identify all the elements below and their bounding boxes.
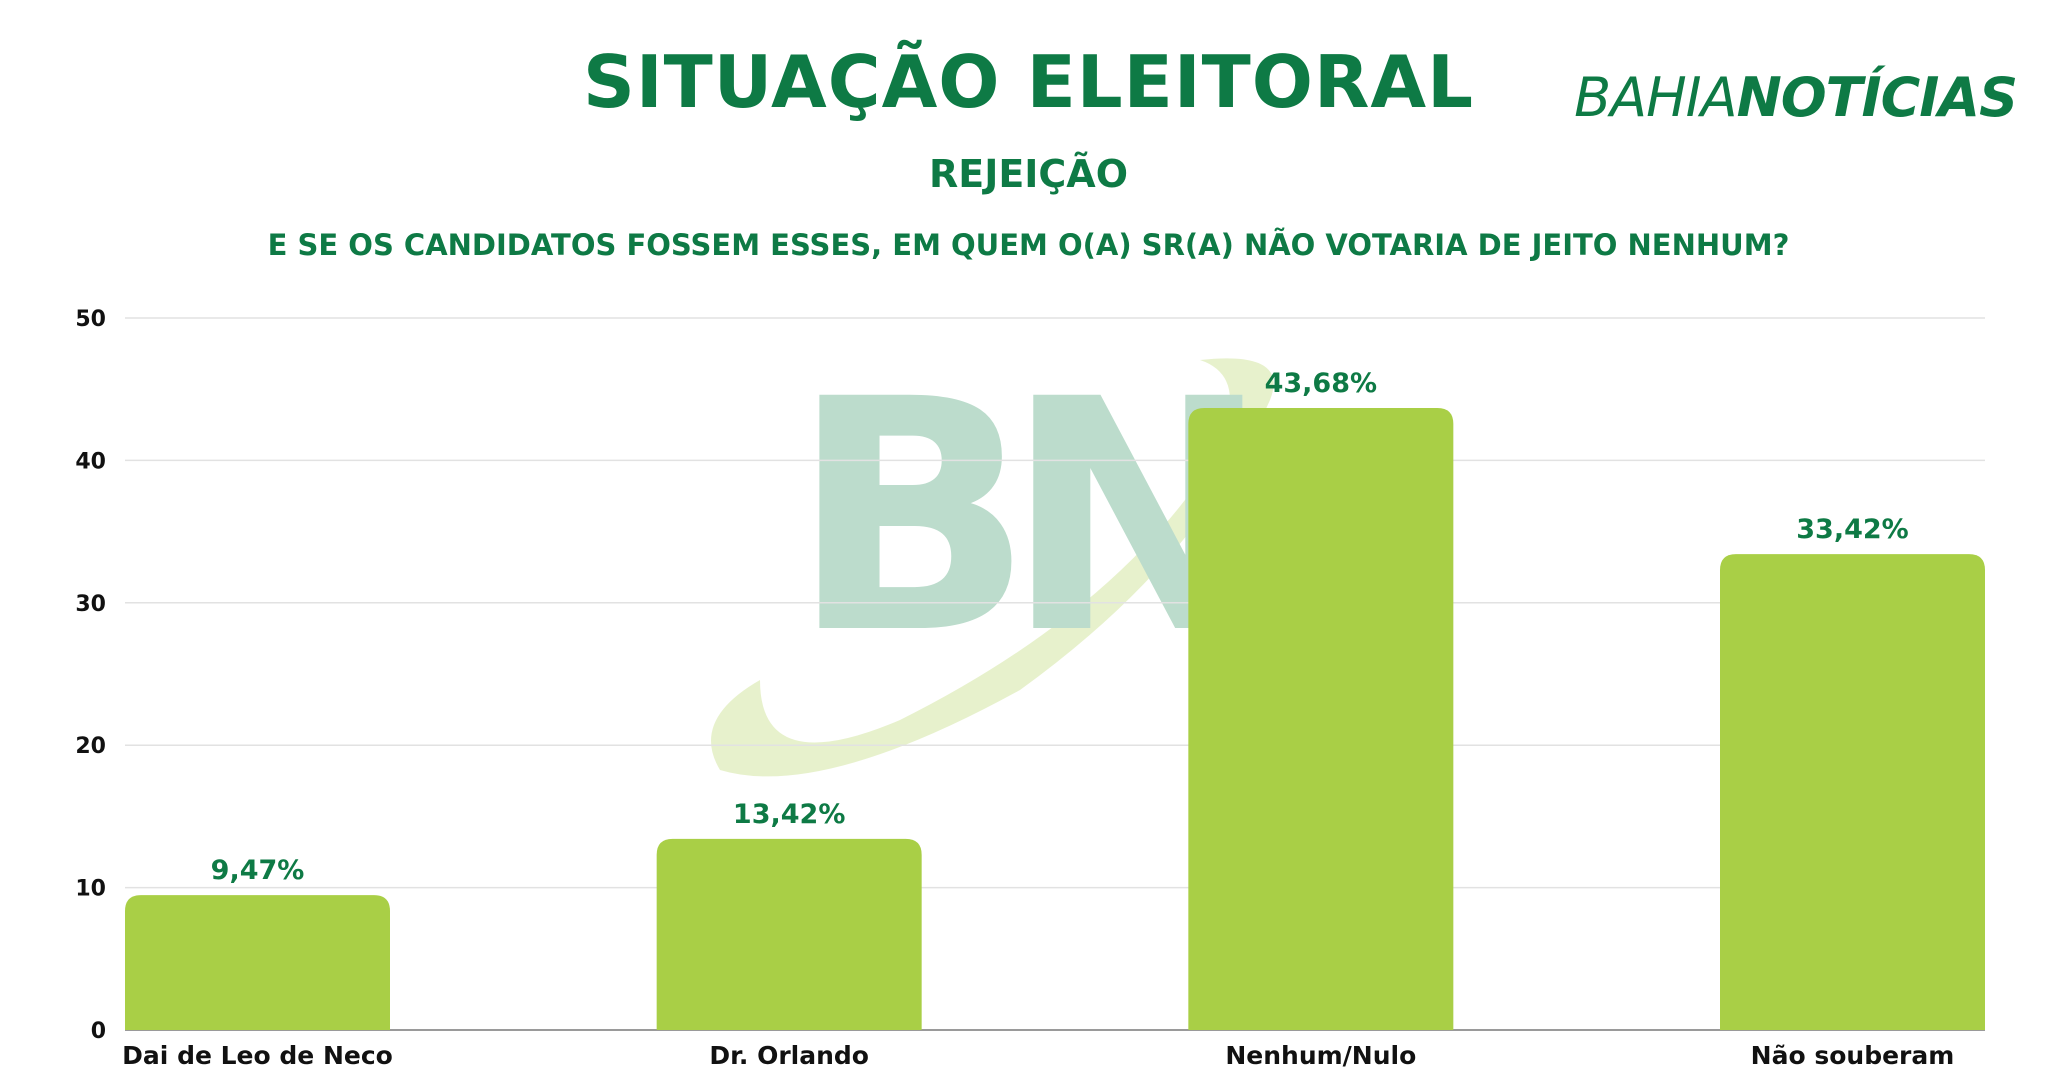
logo-part-bahia: BAHIA bbox=[1574, 66, 1737, 129]
chart-title: SITUAÇÃO ELEITORAL bbox=[583, 40, 1474, 124]
x-tick-label: Nenhum/Nulo bbox=[1225, 1041, 1416, 1070]
data-label: 33,42% bbox=[1796, 514, 1908, 545]
y-tick-label: 40 bbox=[75, 449, 106, 474]
watermark-letters: BN bbox=[790, 332, 1244, 704]
watermark-swoosh bbox=[711, 358, 1274, 777]
logo-part-noticias: NOTÍCIAS bbox=[1736, 66, 2018, 129]
data-label: 43,68% bbox=[1265, 368, 1377, 399]
chart-subtitle: REJEIÇÃO bbox=[928, 152, 1129, 196]
y-tick-label: 30 bbox=[75, 592, 106, 617]
bar bbox=[125, 895, 390, 1030]
y-tick-label: 10 bbox=[75, 877, 106, 902]
bahia-noticias-logo: BAHIANOTÍCIAS bbox=[1574, 66, 2018, 129]
x-tick-label: Não souberam bbox=[1751, 1041, 1955, 1070]
bar bbox=[656, 838, 922, 1030]
data-label: 13,42% bbox=[733, 799, 845, 830]
bar bbox=[1188, 407, 1454, 1030]
survey-question: E SE OS CANDIDATOS FOSSEM ESSES, EM QUEM… bbox=[267, 228, 1790, 262]
x-tick-label: Dr. Orlando bbox=[709, 1041, 869, 1070]
y-tick-label: 20 bbox=[75, 734, 106, 759]
bar bbox=[1720, 554, 1985, 1030]
y-tick-label: 50 bbox=[75, 307, 106, 332]
data-label: 9,47% bbox=[211, 855, 305, 886]
y-tick-label: 0 bbox=[91, 1019, 106, 1044]
x-tick-label: Dai de Leo de Neco bbox=[122, 1041, 393, 1070]
